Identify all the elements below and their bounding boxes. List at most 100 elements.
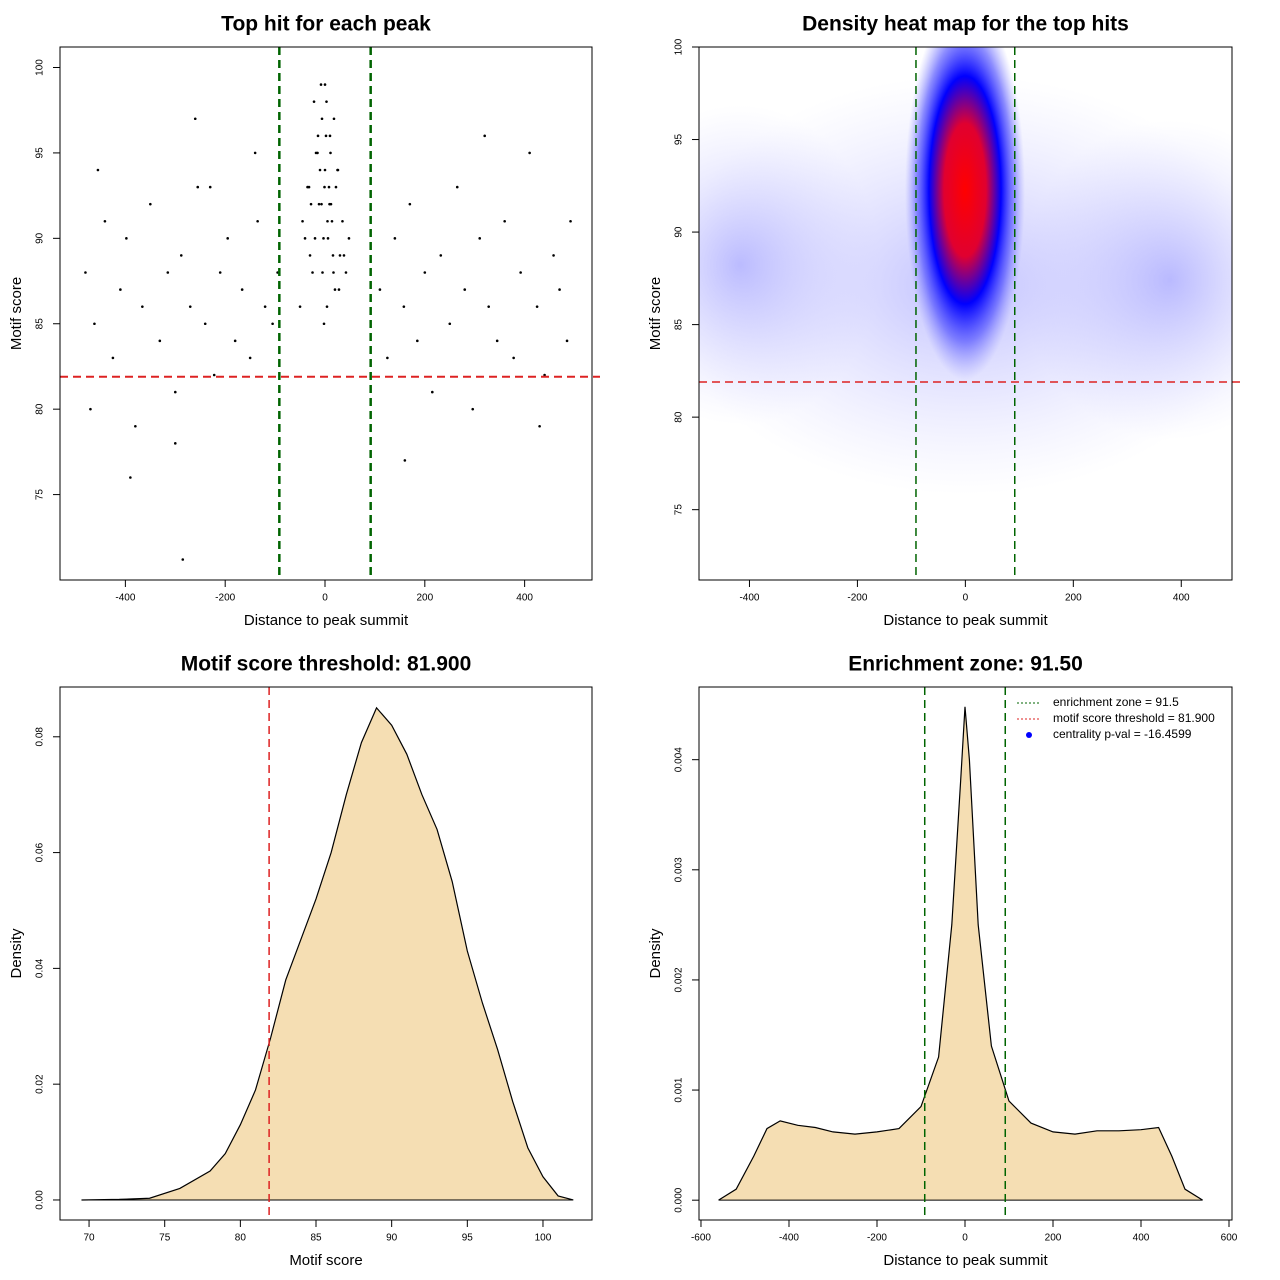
density-area xyxy=(718,706,1203,1201)
point xyxy=(393,237,397,240)
point xyxy=(111,356,115,360)
point xyxy=(543,373,546,377)
point xyxy=(271,322,274,326)
point xyxy=(322,237,325,240)
point xyxy=(478,237,482,240)
y-tick-label: 90 xyxy=(35,232,46,244)
point xyxy=(173,390,177,394)
point xyxy=(311,271,314,274)
density-line xyxy=(81,706,574,1201)
y-axis-label: Motif score xyxy=(647,277,664,350)
y-axis-label: Density xyxy=(647,928,664,979)
point xyxy=(552,254,555,257)
density-line xyxy=(718,706,1203,1201)
x-tick-label: 200 xyxy=(1045,1233,1062,1244)
x-tick-label: 85 xyxy=(310,1233,322,1244)
point xyxy=(403,459,407,462)
point xyxy=(196,185,200,189)
point xyxy=(149,202,152,206)
x-axis-label: Distance to peak summit xyxy=(883,612,1048,629)
point xyxy=(330,219,334,223)
point xyxy=(344,271,348,274)
heatmap xyxy=(699,47,1232,495)
point xyxy=(322,322,326,326)
y-tick-label: 0.00 xyxy=(35,1190,46,1210)
point xyxy=(378,288,382,291)
point xyxy=(495,339,499,343)
x-tick-label: 400 xyxy=(1173,593,1190,604)
point xyxy=(338,254,342,257)
y-tick-label: 0.02 xyxy=(35,1074,46,1094)
y-tick-label: 0.06 xyxy=(35,842,46,862)
point xyxy=(448,322,452,326)
x-tick-label: 80 xyxy=(235,1233,247,1244)
point xyxy=(218,271,222,274)
point xyxy=(301,219,304,223)
y-tick-label: 80 xyxy=(35,403,46,415)
point xyxy=(329,151,332,155)
x-tick-label: -200 xyxy=(847,593,867,604)
legend-label: centrality p-val = -16.4599 xyxy=(1053,727,1192,741)
point xyxy=(263,305,267,308)
x-tick-label: -600 xyxy=(691,1233,711,1244)
plot-box xyxy=(698,686,1233,1221)
point xyxy=(326,237,330,240)
point xyxy=(233,339,237,343)
chart-title: Enrichment zone: 91.50 xyxy=(848,653,1083,676)
plot-box xyxy=(698,46,1233,581)
y-tick-label: 95 xyxy=(674,134,685,146)
y-axis-label: Density xyxy=(8,928,25,979)
point xyxy=(323,185,326,189)
point xyxy=(471,407,475,411)
x-tick-label: 200 xyxy=(416,593,433,604)
point xyxy=(318,168,322,172)
point xyxy=(324,134,328,138)
y-tick-label: 100 xyxy=(35,59,46,76)
point xyxy=(325,100,328,103)
point xyxy=(173,442,177,445)
point xyxy=(303,237,307,240)
point xyxy=(328,134,332,138)
point xyxy=(325,305,329,308)
point xyxy=(332,117,336,121)
legend-label: enrichment zone = 91.5 xyxy=(1053,695,1179,709)
point xyxy=(313,237,317,240)
point xyxy=(306,185,309,189)
y-tick-label: 0.003 xyxy=(674,857,685,882)
x-tick-label: 400 xyxy=(1133,1233,1150,1244)
point xyxy=(321,271,324,274)
y-tick-label: 0.08 xyxy=(35,727,46,747)
point xyxy=(89,407,92,411)
point xyxy=(317,202,321,206)
point xyxy=(336,168,340,172)
x-tick-label: -400 xyxy=(115,593,135,604)
point xyxy=(320,117,324,121)
point xyxy=(320,202,323,206)
y-tick-label: 95 xyxy=(35,147,46,159)
point xyxy=(408,202,412,206)
point xyxy=(431,390,434,394)
point xyxy=(342,254,346,257)
x-tick-label: 400 xyxy=(516,593,533,604)
point xyxy=(463,288,467,291)
y-tick-label: 80 xyxy=(674,411,685,423)
heat-blob xyxy=(699,105,880,425)
point xyxy=(402,305,406,308)
point xyxy=(134,424,137,428)
point xyxy=(188,305,192,308)
point xyxy=(487,305,490,308)
point xyxy=(125,237,128,240)
x-tick-label: 90 xyxy=(386,1233,398,1244)
point xyxy=(455,185,459,189)
y-tick-label: 0.000 xyxy=(674,1187,685,1212)
x-tick-label: 200 xyxy=(1065,593,1082,604)
point xyxy=(93,322,96,326)
point xyxy=(181,558,185,561)
y-tick-label: 75 xyxy=(674,504,685,516)
point xyxy=(298,305,302,308)
point xyxy=(309,202,313,206)
point xyxy=(312,100,316,103)
x-axis-label: Distance to peak summit xyxy=(883,1252,1048,1269)
x-tick-label: 0 xyxy=(322,593,328,604)
x-tick-label: 75 xyxy=(159,1233,171,1244)
